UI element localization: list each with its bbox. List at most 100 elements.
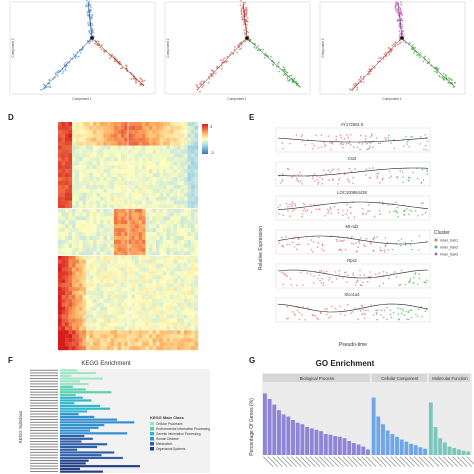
trajectory-point [394, 5, 397, 8]
heatmap-cell [159, 310, 164, 315]
heatmap-cell [103, 255, 108, 260]
heatmap-cell [149, 224, 153, 229]
heatmap-cell [156, 212, 160, 217]
heatmap-cell [86, 283, 90, 288]
heatmap-cell [131, 184, 136, 190]
heatmap-cell [58, 220, 62, 225]
heatmap-cell [61, 243, 66, 248]
trajectory-point [212, 70, 215, 72]
go-term-label [347, 456, 358, 467]
heatmap-cell [86, 271, 90, 276]
heatmap-cell [194, 153, 199, 158]
heatmap-cell [135, 228, 139, 233]
heatmap-cell [191, 259, 195, 264]
expression-point [320, 270, 323, 272]
heatmap-cell [191, 129, 195, 134]
heatmap-cell [100, 153, 104, 158]
heatmap-cell [65, 153, 69, 158]
heatmap-cell [103, 306, 108, 311]
trajectory-point [289, 78, 291, 81]
heatmap-cell [107, 306, 111, 311]
heatmap-cell [79, 302, 83, 307]
heatmap-cell [103, 129, 108, 134]
heatmap-cell [103, 161, 108, 166]
heatmap-cell [187, 200, 192, 205]
trajectory-point [398, 30, 401, 32]
expression-point [388, 277, 390, 280]
heatmap-cell [145, 271, 150, 276]
heatmap-cell [93, 287, 97, 292]
expression-gene-label: AY172581.5 [341, 122, 364, 127]
heatmap-cell [61, 322, 66, 327]
heatmap-cell [170, 169, 174, 174]
expression-gene-plot: LOC100864438 [275, 190, 431, 221]
expression-point [385, 138, 387, 141]
heatmap-cell [156, 322, 160, 327]
heatmap-cell [131, 180, 136, 186]
kegg-bar [60, 445, 98, 449]
heatmap-cell [114, 342, 118, 347]
heatmap-cell [124, 173, 129, 178]
heatmap-cell [124, 208, 129, 213]
heatmap-cell [82, 259, 87, 264]
heatmap-cell [163, 141, 167, 146]
heatmap-cell [72, 196, 76, 201]
heatmap-cell [149, 184, 153, 190]
kegg-bar [60, 372, 96, 375]
heatmap-cell [65, 184, 69, 190]
heatmap-cell [114, 334, 118, 339]
heatmap-cell [93, 228, 97, 233]
heatmap-cell [65, 212, 69, 217]
trajectory-point [89, 29, 91, 32]
heatmap-cell [82, 153, 87, 158]
trajectory-point [402, 30, 405, 33]
trajectory-point [97, 44, 99, 46]
trajectory-point [402, 40, 405, 43]
heatmap-cell [159, 291, 164, 296]
heatmap-cell [86, 294, 90, 300]
expression-point [334, 271, 337, 273]
trajectory-point [240, 0, 242, 2]
expression-point [350, 312, 353, 314]
heatmap-cell [117, 122, 122, 127]
heatmap-cell [142, 125, 146, 131]
heatmap-cell [103, 291, 108, 296]
heatmap-cell [96, 177, 101, 182]
heatmap-cell [65, 310, 69, 315]
heatmap-cell [170, 338, 174, 343]
heatmap-cell [177, 298, 181, 304]
trajectory-point [358, 78, 360, 81]
heatmap-cell [159, 294, 164, 300]
heatmap-cell [173, 275, 178, 280]
heatmap-cell [191, 220, 195, 225]
heatmap-cell [124, 263, 129, 268]
trajectory-point [113, 60, 116, 63]
trajectory-point [367, 70, 370, 73]
heatmap-cell [117, 318, 122, 323]
expression-point [420, 135, 422, 138]
expression-point [391, 248, 394, 251]
heatmap-cell [75, 220, 80, 225]
trajectory-point [400, 27, 403, 30]
kegg-bar [60, 391, 112, 394]
heatmap-cell [75, 184, 80, 190]
heatmap-cell [149, 255, 153, 260]
heatmap-cell [58, 342, 62, 347]
heatmap-cell [82, 334, 87, 339]
go-bar [272, 404, 277, 455]
trajectory-point [453, 85, 456, 88]
heatmap-cell [96, 169, 101, 174]
heatmap-cell [103, 192, 108, 197]
heatmap-cell [61, 192, 66, 197]
go-category-label: Molecular Function [432, 376, 468, 381]
heatmap-cell [163, 216, 167, 221]
trajectory-point [396, 4, 398, 7]
heatmap-cell [145, 188, 150, 193]
heatmap-cell [184, 279, 188, 284]
heatmap-cell [173, 184, 178, 190]
heatmap-cell [100, 314, 104, 319]
heatmap-cell [61, 129, 66, 134]
heatmap-cell [142, 208, 146, 213]
heatmap-cell [152, 216, 157, 221]
expression-point [379, 249, 382, 252]
